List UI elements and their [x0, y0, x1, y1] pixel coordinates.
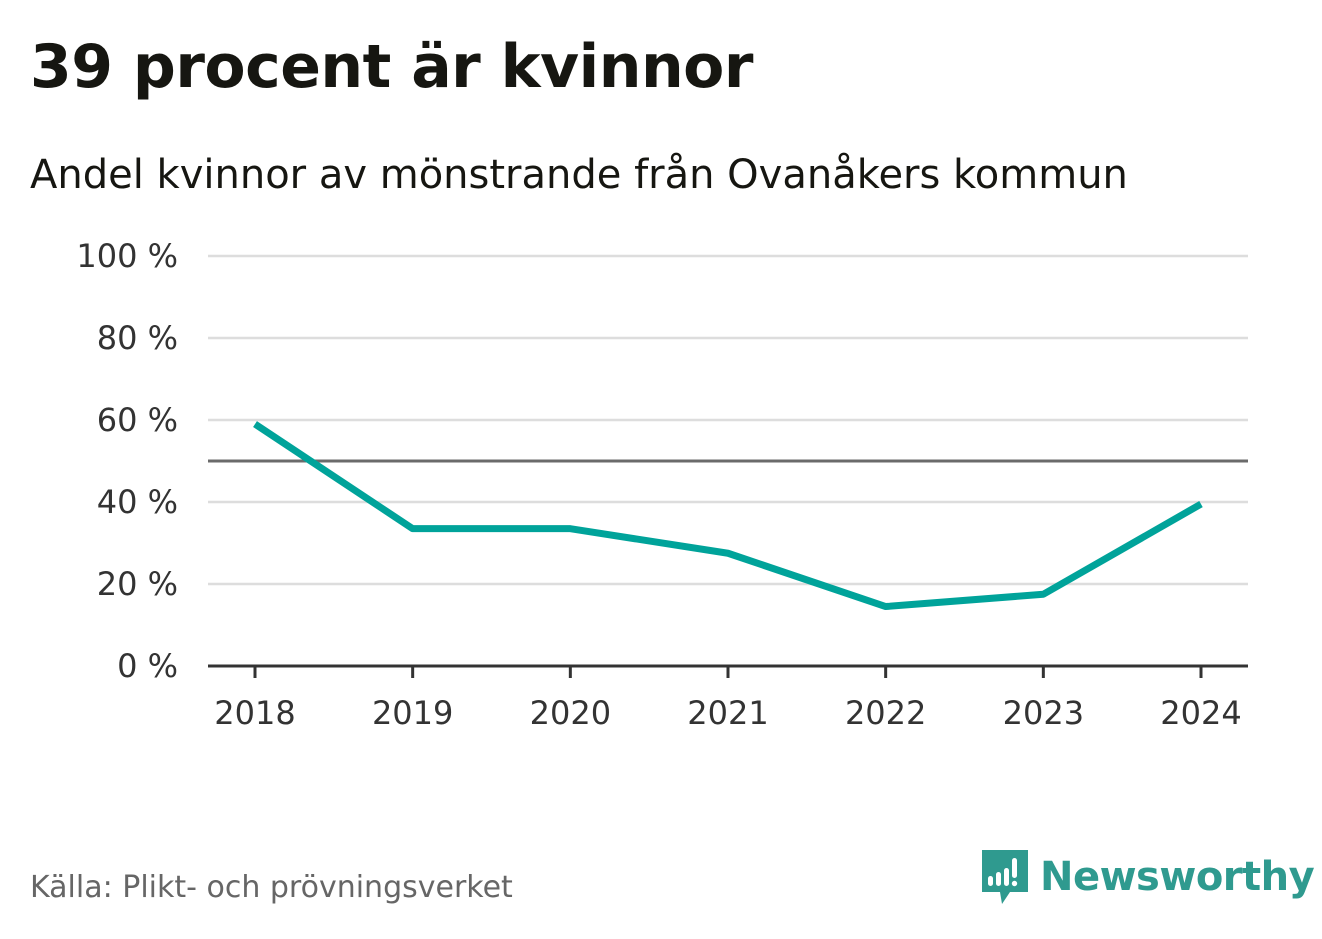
y-tick-label: 0 % — [117, 647, 178, 685]
y-tick-label: 40 % — [97, 483, 178, 521]
x-tick-label: 2023 — [1003, 694, 1084, 732]
x-tick-label: 2024 — [1160, 694, 1241, 732]
x-tick-label: 2020 — [530, 694, 611, 732]
x-tick-label: 2022 — [845, 694, 926, 732]
x-tick-label: 2018 — [214, 694, 295, 732]
x-tick-label: 2021 — [687, 694, 768, 732]
source-note: Källa: Plikt- och prövningsverket — [30, 870, 513, 905]
newsworthy-logo-icon — [982, 850, 1028, 904]
brand-name: Newsworthy — [1040, 854, 1315, 900]
brand-logo: Newsworthy — [980, 848, 1315, 906]
x-axis-ticks: 2018 2019 2020 2021 2022 2023 2024 — [214, 666, 1242, 732]
chart-subtitle: Andel kvinnor av mönstrande från Ovanåke… — [30, 152, 1128, 198]
series-line — [253, 421, 1203, 611]
chart-title: 39 procent är kvinnor — [30, 32, 753, 102]
y-tick-label: 80 % — [97, 319, 178, 357]
y-tick-label: 100 % — [76, 237, 178, 275]
x-tick-label: 2019 — [372, 694, 453, 732]
series-group — [253, 421, 1203, 611]
y-tick-label: 60 % — [97, 401, 178, 439]
y-tick-label: 20 % — [97, 565, 178, 603]
y-axis-ticks: 0 % 20 % 40 % 60 % 80 % 100 % — [76, 237, 178, 685]
gridlines — [208, 254, 1248, 586]
